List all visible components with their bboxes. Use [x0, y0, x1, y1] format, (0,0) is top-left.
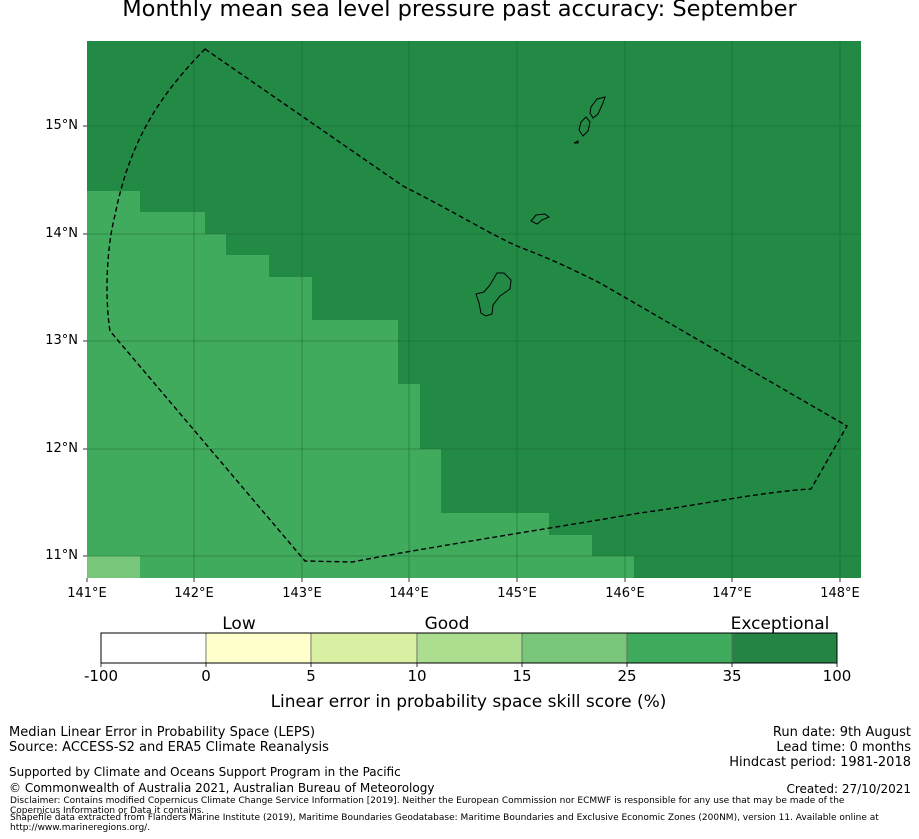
colorbar-tick: 35 [722, 667, 742, 685]
footer-method: Median Linear Error in Probability Space… [9, 725, 316, 740]
colorbar-tick: 0 [201, 667, 211, 685]
lead-time: Lead time: 0 months [776, 740, 911, 755]
level-label-low: Low [222, 614, 256, 634]
lon-label: 147°E [712, 586, 752, 601]
colorbar-tick: 15 [512, 667, 532, 685]
footer-disclaimer-cont: Copernicus Information or Data it contai… [10, 806, 205, 816]
islands [475, 96, 606, 317]
lon-label: 145°E [497, 586, 537, 601]
colorbar-bin-3 [310, 632, 418, 664]
eez-boundary [106, 48, 848, 563]
colorbar-tick: 25 [617, 667, 637, 685]
colorbar-tick: -100 [83, 667, 119, 685]
colorbar-label: Linear error in probability space skill … [270, 692, 667, 712]
lat-label: 15°N [45, 118, 78, 133]
guam-island [475, 272, 512, 317]
footer-shapefile: Shapefile data extracted from Flanders M… [10, 813, 879, 823]
colorbar-bin-1 [100, 632, 207, 664]
lon-label: 143°E [282, 586, 322, 601]
rota-island [530, 213, 550, 225]
lat-label: 13°N [45, 333, 78, 348]
axis-ticks [83, 125, 841, 582]
level-label-exceptional: Exceptional [730, 614, 830, 634]
lon-label: 141°E [67, 586, 107, 601]
colorbar-bin-4 [416, 632, 523, 664]
good-skill-region [87, 191, 634, 578]
colorbar [100, 632, 838, 664]
colorbar-bin-2 [205, 632, 312, 664]
footer-source: Source: ACCESS-S2 and ERA5 Climate Reana… [9, 740, 329, 755]
lon-label: 144°E [389, 586, 429, 601]
hindcast-period: Hindcast period: 1981-2018 [729, 755, 911, 770]
lon-label: 148°E [820, 586, 860, 601]
footer-support: Supported by Climate and Oceans Support … [9, 765, 401, 779]
lat-label: 14°N [45, 226, 78, 241]
colorbar-tick: 5 [306, 667, 316, 685]
colorbar-bin-6 [626, 632, 733, 664]
footer-disclaimer: Disclaimer: Contains modified Copernicus… [10, 796, 845, 806]
colorbar-tick: 10 [407, 667, 427, 685]
colorbar-bin-7 [731, 632, 838, 664]
run-date: Run date: 9th August [772, 725, 911, 740]
colorbar-bin-5 [521, 632, 628, 664]
lat-label: 11°N [45, 548, 78, 563]
level-label-good: Good [424, 614, 470, 634]
lon-label: 146°E [605, 586, 645, 601]
fair-skill-cell [87, 556, 140, 578]
created-date: Created: 27/10/2021 [786, 782, 911, 796]
saipan-island [589, 96, 606, 119]
lon-label: 142°E [174, 586, 214, 601]
map-gridlines [87, 41, 861, 578]
colorbar-tick: 100 [822, 667, 852, 685]
aguijan-island [573, 140, 579, 144]
footer-copyright: © Commonwealth of Australia 2021, Austra… [9, 781, 435, 795]
footer-shapefile-url: http://www.marineregions.org/. [10, 823, 151, 833]
lat-label: 12°N [45, 441, 78, 456]
tinian-island [578, 116, 591, 137]
page-title: Monthly mean sea level pressure past acc… [122, 0, 797, 22]
